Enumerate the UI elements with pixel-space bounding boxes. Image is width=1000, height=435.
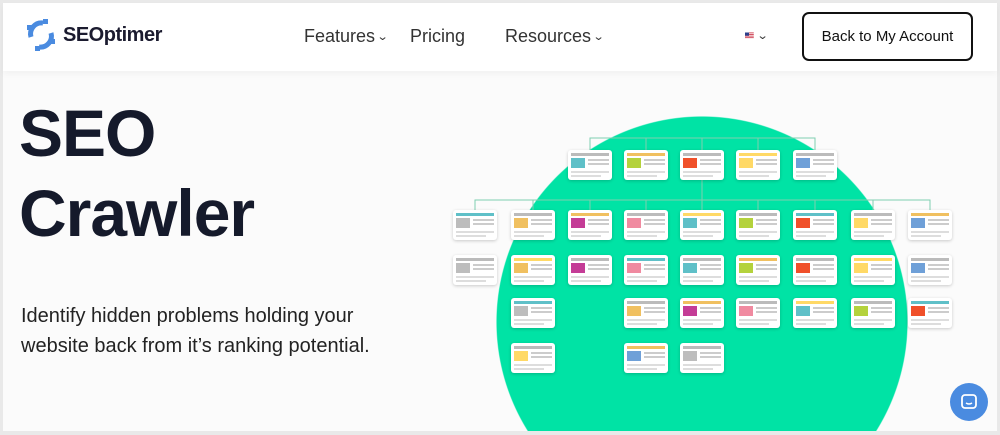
page-thumbnail: [851, 255, 895, 285]
page-thumbnail: [453, 255, 497, 285]
page-thumbnail: [736, 150, 780, 180]
page-thumbnail: [568, 210, 612, 240]
us-flag-icon: [745, 32, 754, 39]
page-thumbnail: [511, 255, 555, 285]
page: SEO Crawler Identify hidden problems hold…: [3, 3, 997, 431]
hero-subtitle: Identify hidden problems holding your we…: [21, 305, 370, 357]
language-selector[interactable]: ⌄: [745, 28, 769, 43]
page-thumbnail: [568, 150, 612, 180]
chevron-down-icon: ⌄: [592, 31, 605, 43]
page-thumbnail: [851, 298, 895, 328]
nav-features[interactable]: Features ⌄: [304, 26, 389, 46]
page-thumbnail: [680, 343, 724, 373]
chat-bubble-icon: [961, 394, 977, 409]
nav-resources[interactable]: Resources ⌄: [505, 26, 605, 46]
page-thumbnail: [453, 210, 497, 240]
hero-section: [3, 71, 997, 431]
page-thumbnail: [624, 150, 668, 180]
logo[interactable]: SEOptimer: [23, 17, 162, 53]
back-to-account-button[interactable]: Back to My Account: [802, 12, 973, 61]
page-thumbnail: [793, 150, 837, 180]
page-thumbnail: [568, 255, 612, 285]
page-thumbnail: [908, 298, 952, 328]
page-thumbnail: [736, 210, 780, 240]
page-title: SEO Crawler: [19, 96, 255, 250]
chat-button[interactable]: [950, 383, 988, 421]
page-thumbnail: [624, 298, 668, 328]
page-thumbnail: [680, 255, 724, 285]
page-thumbnail: [793, 298, 837, 328]
page-thumbnail: [736, 298, 780, 328]
illustration-circle: [3, 71, 997, 431]
page-thumbnail: [736, 255, 780, 285]
page-thumbnail: [511, 343, 555, 373]
page-thumbnail: [624, 343, 668, 373]
page-thumbnail: [851, 210, 895, 240]
page-thumbnail: [511, 210, 555, 240]
page-thumbnail: [624, 255, 668, 285]
site-map-illustration: [474, 137, 931, 210]
gear-logo-icon: [27, 19, 55, 51]
page-thumbnail: [511, 298, 555, 328]
page-thumbnail: [793, 210, 837, 240]
page-thumbnail: [624, 210, 668, 240]
page-thumbnail: [680, 298, 724, 328]
page-thumbnails: [3, 3, 997, 431]
top-nav: SEOptimer Features ⌄ Pricing Resources ⌄ ⌄…: [3, 3, 997, 71]
page-thumbnail: [908, 210, 952, 240]
chevron-down-icon: ⌄: [376, 31, 389, 43]
page-thumbnail: [680, 150, 724, 180]
page-thumbnail: [908, 255, 952, 285]
chevron-down-icon: ⌄: [756, 30, 769, 42]
page-thumbnail: [680, 210, 724, 240]
page-thumbnail: [793, 255, 837, 285]
nav-pricing[interactable]: Pricing: [410, 26, 466, 46]
